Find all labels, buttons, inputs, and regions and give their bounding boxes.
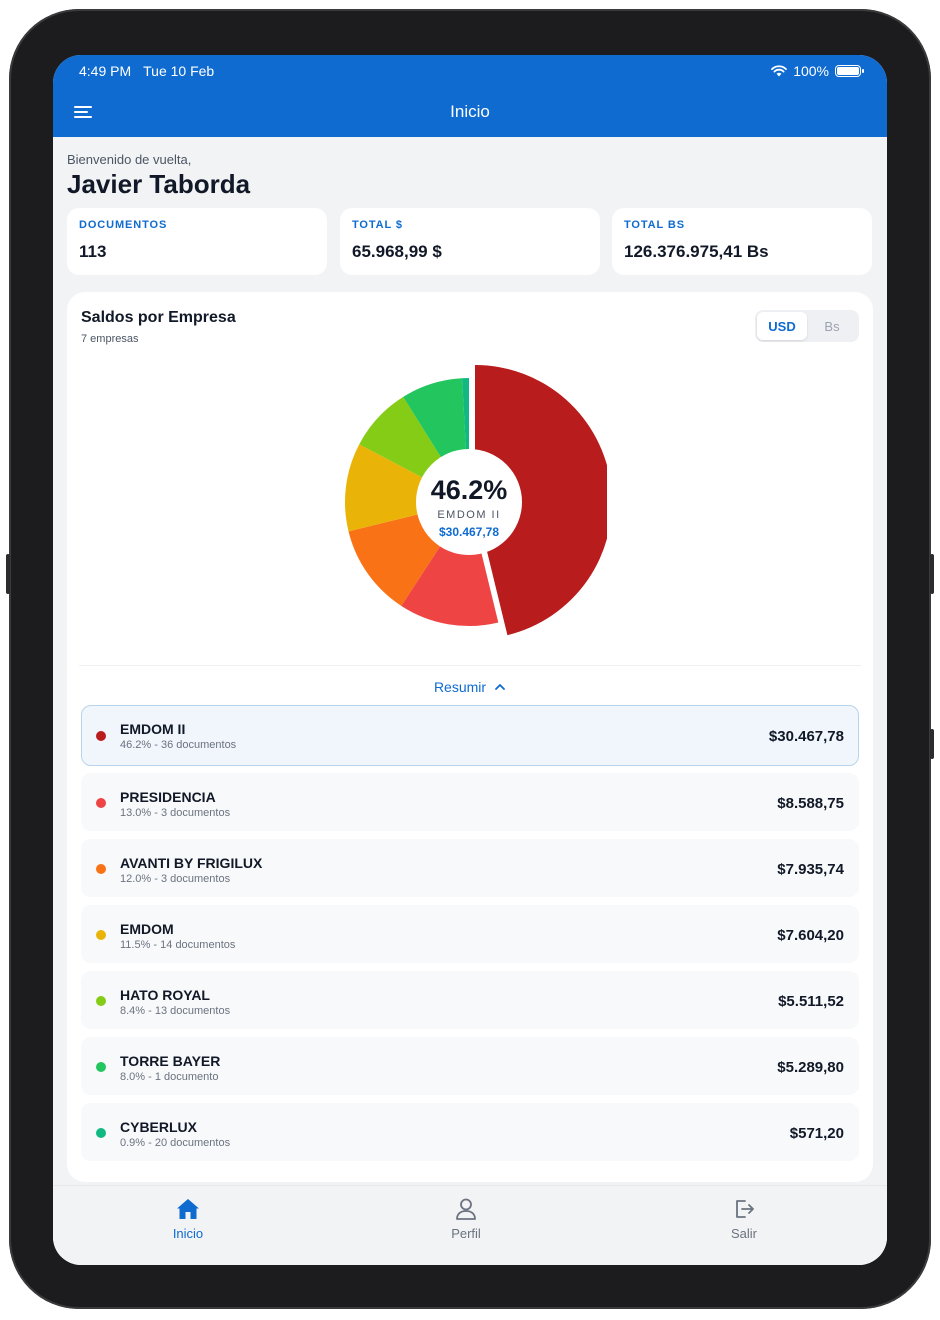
pie-slice-emdom[interactable] (345, 444, 469, 532)
company-amount: $8.588,75 (777, 795, 844, 812)
company-amount: $571,20 (789, 1125, 844, 1142)
welcome-greeting: Bienvenido de vuelta, (67, 152, 192, 167)
battery-icon (835, 65, 864, 77)
company-amount: $7.935,74 (777, 861, 844, 878)
tab-perfil[interactable]: Perfil (406, 1196, 526, 1244)
company-item[interactable]: CYBERLUX 0.9% - 20 documentos $571,20 (81, 1103, 859, 1161)
tab-label: Salir (730, 1226, 757, 1241)
company-item[interactable]: HATO ROYAL 8.4% - 13 documentos $5.511,5… (81, 971, 859, 1029)
company-name: AVANTI BY FRIGILUX (120, 855, 263, 871)
company-amount: $7.604,20 (777, 927, 844, 944)
company-meta: 46.2% - 36 documentos (120, 739, 237, 751)
company-color-dot (96, 1062, 106, 1072)
company-name: TORRE BAYER (120, 1053, 221, 1069)
currency-option-usd[interactable]: USD (757, 312, 807, 340)
company-item[interactable]: AVANTI BY FRIGILUX 12.0% - 3 documentos … (81, 839, 859, 897)
tab-bar: Inicio Perfil Salir (53, 1185, 887, 1265)
tab-salir[interactable]: Salir (684, 1196, 804, 1244)
pie-slice-emdom-ii[interactable] (475, 365, 612, 636)
wifi-icon (771, 65, 788, 77)
volume-button (6, 554, 10, 594)
stat-card-total-usd: TOTAL $ 65.968,99 $ (340, 208, 600, 275)
pie-chart-svg: 46.2% EMDOM II $30.467,78 (345, 365, 612, 636)
company-color-dot (96, 996, 106, 1006)
company-amount: $5.289,80 (777, 1059, 844, 1076)
center-percent: 46.2% (431, 475, 508, 505)
company-item[interactable]: EMDOM 11.5% - 14 documentos $7.604,20 (81, 905, 859, 963)
saldos-card: Saldos por Empresa 7 empresas USD Bs 46.… (67, 292, 873, 1182)
stat-value: 65.968,99 $ (352, 242, 442, 261)
status-time: 4:49 PM (79, 63, 132, 79)
company-meta: 0.9% - 20 documentos (120, 1137, 231, 1149)
company-amount: $5.511,52 (778, 993, 844, 1010)
company-color-dot (96, 930, 106, 940)
status-date: Tue 10 Feb (143, 63, 215, 79)
side-button-lower (930, 729, 934, 759)
stat-card-total-bs: TOTAL BS 126.376.975,41 Bs (612, 208, 872, 275)
status-right: 100% (771, 63, 864, 79)
logout-icon (736, 1200, 754, 1218)
company-meta: 13.0% - 3 documentos (120, 807, 231, 819)
saldos-subtitle: 7 empresas (81, 333, 139, 345)
company-amount: $30.467,78 (768, 728, 844, 745)
company-color-dot (96, 864, 106, 874)
company-name: HATO ROYAL (120, 987, 210, 1003)
pie-chart: 46.2% EMDOM II $30.467,78 (337, 362, 612, 642)
pie-center-hole (416, 449, 522, 555)
app-screen: 4:49 PM Tue 10 Feb 100% Inicio Bienvenid… (53, 55, 887, 1265)
chevron-up-icon (495, 684, 505, 690)
currency-toggle: USD Bs (755, 310, 859, 342)
tab-inicio[interactable]: Inicio (128, 1196, 248, 1244)
navigation-bar: Inicio (53, 87, 887, 137)
company-name: PRESIDENCIA (120, 789, 216, 805)
stat-card-documentos: DOCUMENTOS 113 (67, 208, 327, 275)
company-item[interactable]: PRESIDENCIA 13.0% - 3 documentos $8.588,… (81, 773, 859, 831)
currency-option-bs[interactable]: Bs (824, 318, 840, 334)
battery-percent: 100% (793, 63, 829, 79)
page-title: Inicio (450, 102, 490, 121)
company-name: EMDOM II (120, 721, 186, 737)
tab-label: Perfil (451, 1226, 481, 1241)
collapse-label: Resumir (433, 679, 487, 695)
stat-label: DOCUMENTOS (79, 219, 168, 231)
user-icon (456, 1198, 476, 1220)
status-bar: 4:49 PM Tue 10 Feb 100% (53, 55, 887, 87)
company-color-dot (96, 731, 106, 741)
company-name: CYBERLUX (120, 1119, 198, 1135)
saldos-title: Saldos por Empresa (81, 309, 236, 326)
stat-value: 126.376.975,41 Bs (624, 242, 769, 261)
company-item[interactable]: TORRE BAYER 8.0% - 1 documento $5.289,80 (81, 1037, 859, 1095)
menu-icon[interactable] (73, 102, 93, 122)
stat-label: TOTAL BS (624, 219, 685, 231)
company-color-dot (96, 798, 106, 808)
center-company: EMDOM II (437, 509, 500, 521)
collapse-button[interactable]: Resumir (67, 677, 873, 697)
user-name: Javier Taborda (67, 169, 251, 199)
company-meta: 12.0% - 3 documentos (120, 873, 231, 885)
company-name: EMDOM (120, 921, 174, 937)
company-meta: 8.0% - 1 documento (120, 1071, 219, 1083)
divider (79, 665, 861, 666)
company-item[interactable]: EMDOM II 46.2% - 36 documentos $30.467,7… (81, 705, 859, 766)
side-button-upper (930, 554, 934, 594)
home-icon (177, 1199, 199, 1219)
center-amount: $30.467,78 (439, 525, 499, 539)
stat-label: TOTAL $ (352, 219, 403, 231)
company-color-dot (96, 1128, 106, 1138)
tab-label: Inicio (172, 1226, 204, 1241)
company-meta: 11.5% - 14 documentos (120, 939, 236, 951)
stat-value: 113 (79, 242, 107, 261)
company-meta: 8.4% - 13 documentos (120, 1005, 231, 1017)
